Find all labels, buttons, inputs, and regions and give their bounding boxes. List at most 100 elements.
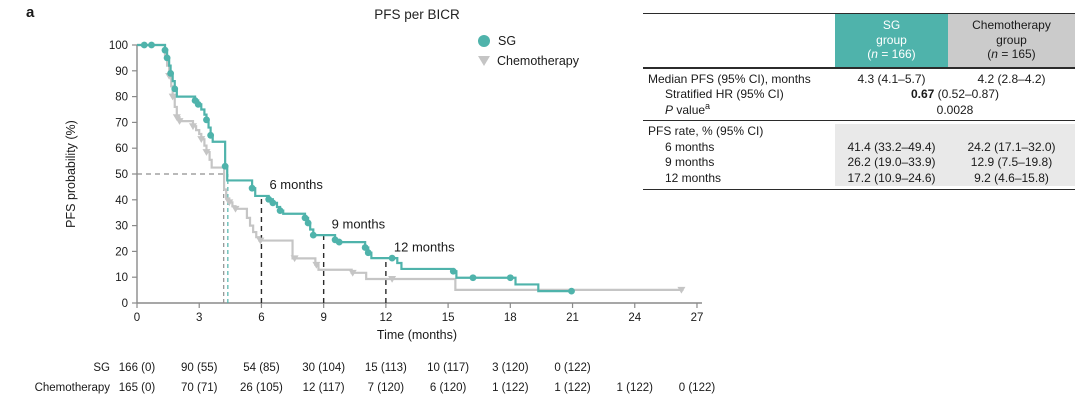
y-tick-label: 10 bbox=[115, 272, 128, 284]
header-chemo-line1: Chemotherapy bbox=[972, 18, 1051, 32]
sg-censor-marker bbox=[364, 249, 372, 257]
at-risk-value: 70 (71) bbox=[181, 382, 218, 394]
at-risk-value: 10 (117) bbox=[427, 362, 469, 374]
chemotherapy-censor-marker bbox=[175, 118, 184, 125]
at-risk-value: 1 (122) bbox=[492, 382, 529, 394]
header-sg-n: (n = 166) bbox=[867, 47, 916, 62]
at-risk-value: 1 (122) bbox=[554, 382, 591, 394]
panel-label: a bbox=[26, 4, 35, 21]
x-tick-label: 0 bbox=[134, 312, 140, 324]
at-risk-value: 54 (85) bbox=[243, 362, 280, 374]
chemotherapy-censor-marker bbox=[202, 149, 211, 156]
sg-censor-marker bbox=[361, 244, 369, 251]
sg-censor-marker bbox=[388, 254, 396, 262]
pfs-rate-header-row: PFS rate, % (95% CI) bbox=[643, 124, 1075, 140]
sg-censor-marker bbox=[163, 54, 171, 62]
sg-censor-marker bbox=[148, 41, 155, 49]
sg-censor-marker bbox=[309, 231, 317, 239]
y-tick-label: 40 bbox=[115, 195, 128, 207]
sg-censor-marker bbox=[221, 162, 229, 170]
at-risk-value: 7 (120) bbox=[368, 382, 405, 394]
y-tick-label: 80 bbox=[115, 92, 128, 104]
y-tick-label: 70 bbox=[115, 117, 128, 129]
median-pfs-row: Median PFS (95% CI), months 4.3 (4.1–5.7… bbox=[643, 72, 1075, 88]
sg-km-curve bbox=[137, 43, 572, 293]
x-tick-label: 3 bbox=[196, 312, 202, 324]
sg-censor-marker bbox=[207, 131, 215, 139]
at-risk-value: 30 (104) bbox=[302, 362, 345, 374]
header-sg-line2: group bbox=[876, 32, 907, 47]
x-tick-label: 9 bbox=[320, 312, 326, 324]
at-risk-value: 3 (120) bbox=[492, 362, 529, 374]
x-tick-label: 15 bbox=[442, 312, 455, 324]
milestone-label-9mo: 9 months bbox=[332, 216, 386, 231]
chemotherapy-censor-marker bbox=[677, 286, 686, 294]
p-value-label: P valuea bbox=[665, 100, 711, 117]
pfs-rate-label: PFS rate, % (95% CI) bbox=[648, 124, 764, 139]
sg-censor-marker bbox=[269, 199, 277, 207]
sg-circle-marker-icon bbox=[478, 35, 490, 47]
rate-9mo-label: 9 months bbox=[665, 155, 715, 170]
rate-9mo-sg: 26.2 (19.0–33.9) bbox=[847, 155, 936, 170]
chemotherapy-censor-marker bbox=[172, 114, 181, 122]
at-risk-value: 6 (120) bbox=[430, 382, 467, 394]
legend-item-sg: SG bbox=[478, 31, 579, 51]
sg-censor-marker bbox=[248, 184, 256, 192]
rate-6mo-chemo: 24.2 (17.1–32.0) bbox=[967, 139, 1056, 154]
chart-title: PFS per BICR bbox=[374, 7, 460, 22]
p-value: 0.0028 bbox=[936, 102, 974, 117]
x-tick-label: 12 bbox=[379, 312, 392, 324]
stratified-hr-row: Stratified HR (95% CI) 0.67 (0.52–0.87) bbox=[643, 87, 1075, 103]
y-tick-label: 90 bbox=[115, 66, 128, 78]
x-axis-label: Time (months) bbox=[377, 328, 457, 342]
chemotherapy-censor-marker bbox=[197, 136, 206, 143]
table-header-row: SG group (n = 166) Chemotherapy group (n… bbox=[643, 14, 1075, 69]
sg-censor-marker bbox=[301, 214, 309, 222]
stratified-hr-value: 0.67 (0.52–0.87) bbox=[910, 87, 1000, 102]
y-tick-label: 30 bbox=[115, 221, 128, 233]
chemotherapy-censor-marker bbox=[225, 199, 234, 207]
chart-legend: SG Chemotherapy bbox=[478, 31, 579, 71]
header-sg-group: SG group (n = 166) bbox=[835, 14, 948, 67]
statistics-table: SG group (n = 166) Chemotherapy group (n… bbox=[643, 13, 1075, 191]
sg-censor-marker bbox=[167, 69, 174, 77]
chemotherapy-censor-marker bbox=[388, 276, 397, 283]
chemotherapy-censor-marker bbox=[256, 237, 265, 245]
sg-censor-marker bbox=[506, 274, 514, 282]
at-risk-row-label-chemotherapy: Chemotherapy bbox=[35, 382, 111, 394]
table-mid-rule bbox=[643, 120, 1075, 122]
at-risk-value: 15 (113) bbox=[365, 362, 407, 374]
legend-label-chemotherapy: Chemotherapy bbox=[497, 54, 579, 68]
pfs-rate-section: PFS rate, % (95% CI) 6 months 41.4 (33.2… bbox=[643, 121, 1075, 191]
sg-censor-marker bbox=[140, 41, 148, 49]
header-chemo-n: (n = 165) bbox=[987, 47, 1036, 62]
y-tick-label: 20 bbox=[115, 246, 128, 258]
sg-censor-marker bbox=[171, 85, 179, 93]
rate-12mo-row: 12 months 17.2 (10.9–24.6) 9.2 (4.6–15.8… bbox=[643, 170, 1075, 187]
chemotherapy-censor-marker bbox=[348, 269, 357, 277]
sg-censor-marker bbox=[194, 100, 202, 108]
at-risk-value: 1 (122) bbox=[617, 382, 654, 394]
header-sg-line1: SG bbox=[882, 18, 901, 32]
median-pfs-label: Median PFS (95% CI), months bbox=[648, 71, 811, 86]
at-risk-value: 166 (0) bbox=[119, 362, 156, 374]
y-tick-label: 100 bbox=[109, 40, 128, 52]
chemotherapy-censor-marker bbox=[290, 255, 299, 263]
rate-12mo-sg: 17.2 (10.9–24.6) bbox=[847, 170, 936, 185]
at-risk-value: 0 (122) bbox=[679, 382, 716, 394]
header-chemo-line2: group bbox=[996, 32, 1027, 47]
rate-6mo-row: 6 months 41.4 (33.2–49.4) 24.2 (17.1–32.… bbox=[643, 139, 1075, 156]
sg-censor-marker bbox=[568, 287, 575, 295]
sg-censor-marker bbox=[335, 238, 343, 246]
milestone-label-6mo: 6 months bbox=[269, 177, 323, 192]
x-tick-label: 27 bbox=[691, 312, 704, 324]
rate-6mo-label: 6 months bbox=[665, 139, 715, 154]
at-risk-row-label-sg: SG bbox=[93, 362, 110, 374]
sg-censor-marker bbox=[469, 274, 477, 282]
at-risk-value: 26 (105) bbox=[240, 382, 283, 394]
rate-9mo-chemo: 12.9 (7.5–19.8) bbox=[970, 155, 1053, 170]
header-spacer bbox=[643, 14, 835, 67]
chemotherapy-triangle-marker-icon bbox=[478, 56, 490, 66]
rate-6mo-sg: 41.4 (33.2–49.4) bbox=[847, 139, 936, 154]
